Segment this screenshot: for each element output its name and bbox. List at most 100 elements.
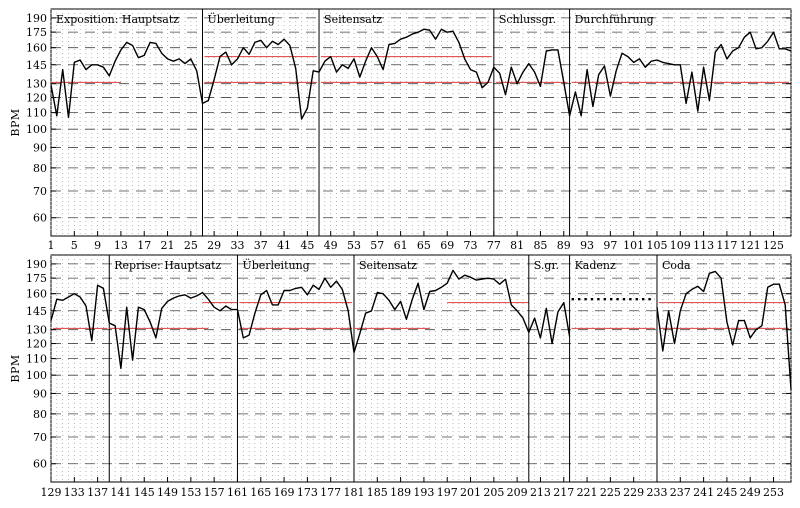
y-tick-label: 160 [26, 288, 47, 301]
section-label: Reprise: Hauptsatz [114, 259, 221, 272]
section-label: Coda [662, 259, 691, 272]
y-tick-label: 80 [33, 408, 47, 421]
x-tick-label: 129 [41, 486, 62, 499]
section-label: Seitensatz [359, 259, 417, 272]
section-label: Überleitung [207, 12, 274, 26]
x-tick-label: 173 [297, 486, 318, 499]
x-tick-label: 205 [483, 486, 504, 499]
x-tick-label: 149 [157, 486, 178, 499]
x-tick-label: 213 [530, 486, 551, 499]
tempo-series-line [50, 269, 571, 370]
plot-area [50, 8, 792, 237]
x-tick-label: 241 [693, 486, 714, 499]
x-tick-label: 141 [110, 486, 131, 499]
section-label: Exposition: Hauptsatz [56, 13, 179, 26]
y-tick-label: 100 [26, 123, 47, 136]
x-tick-label: 17 [137, 239, 151, 252]
y-tick-label: 120 [26, 338, 47, 351]
x-tick-label: 65 [417, 239, 431, 252]
x-tick-label: 57 [370, 239, 384, 252]
x-tick-label: 145 [134, 486, 155, 499]
x-tick-label: 153 [180, 486, 201, 499]
x-tick-label: 201 [460, 486, 481, 499]
x-tick-label: 169 [274, 486, 295, 499]
x-tick-label: 101 [623, 239, 644, 252]
x-tick-label: 49 [324, 239, 338, 252]
x-tick-label: 13 [114, 239, 128, 252]
x-tick-label: 165 [250, 486, 271, 499]
tempo-series-line [50, 28, 792, 120]
x-tick-label: 77 [487, 239, 501, 252]
y-tick-label: 90 [33, 387, 47, 400]
x-tick-label: 197 [437, 486, 458, 499]
x-tick-label: 249 [740, 486, 761, 499]
x-tick-label: 133 [64, 486, 85, 499]
x-tick-label: 5 [71, 239, 78, 252]
y-tick-label: 130 [26, 324, 47, 337]
x-tick-label: 157 [204, 486, 225, 499]
grid [50, 9, 792, 236]
x-tick-label: 93 [580, 239, 594, 252]
x-tick-label: 117 [716, 239, 737, 252]
x-tick-label: 233 [646, 486, 667, 499]
x-tick-label: 193 [413, 486, 434, 499]
section-label: Seitensatz [324, 13, 382, 26]
section-label: Überleitung [242, 258, 309, 272]
x-tick-label: 85 [533, 239, 547, 252]
x-tick-label: 105 [646, 239, 667, 252]
x-tick-label: 125 [763, 239, 784, 252]
x-tick-label: 225 [600, 486, 621, 499]
x-tick-label: 69 [440, 239, 454, 252]
tempo-series-line [656, 270, 792, 390]
grid [50, 255, 792, 482]
x-tick-label: 33 [230, 239, 244, 252]
x-tick-label: 89 [557, 239, 571, 252]
x-tick-label: 221 [577, 486, 598, 499]
x-tick-label: 45 [300, 239, 314, 252]
x-tick-label: 185 [367, 486, 388, 499]
y-tick-label: 60 [33, 458, 47, 471]
x-tick-label: 245 [716, 486, 737, 499]
section-label: S.gr. [534, 259, 559, 272]
section-label: Schlussgr. [499, 13, 556, 26]
x-tick-label: 37 [254, 239, 268, 252]
y-axis-label: BPM [9, 354, 22, 382]
y-tick-label: 160 [26, 42, 47, 55]
x-tick-label: 113 [693, 239, 714, 252]
x-tick-label: 189 [390, 486, 411, 499]
x-tick-label: 21 [161, 239, 175, 252]
y-tick-label: 190 [26, 12, 47, 25]
x-tick-label: 177 [320, 486, 341, 499]
x-tick-label: 253 [763, 486, 784, 499]
y-tick-label: 145 [26, 59, 47, 72]
y-tick-label: 90 [33, 141, 47, 154]
x-tick-label: 97 [603, 239, 617, 252]
x-tick-label: 29 [207, 239, 221, 252]
x-tick-label: 209 [507, 486, 528, 499]
x-tick-label: 25 [184, 239, 198, 252]
y-tick-label: 190 [26, 258, 47, 271]
y-tick-label: 175 [26, 272, 47, 285]
x-tick-label: 121 [740, 239, 761, 252]
y-tick-label: 120 [26, 92, 47, 105]
x-tick-label: 81 [510, 239, 524, 252]
x-tick-label: 161 [227, 486, 248, 499]
y-tick-label: 100 [26, 369, 47, 382]
y-tick-label: 80 [33, 162, 47, 175]
x-tick-label: 137 [87, 486, 108, 499]
plot-area [50, 254, 792, 483]
x-tick-label: 53 [347, 239, 361, 252]
x-tick-label: 1 [48, 239, 55, 252]
y-tick-label: 145 [26, 305, 47, 318]
y-tick-label: 130 [26, 78, 47, 91]
y-axis-label: BPM [9, 108, 22, 136]
section-label: Kadenz [575, 259, 616, 272]
x-tick-label: 41 [277, 239, 291, 252]
x-tick-label: 73 [464, 239, 478, 252]
section-label: Durchführung [575, 13, 654, 26]
x-tick-label: 61 [394, 239, 408, 252]
x-tick-label: 237 [670, 486, 691, 499]
